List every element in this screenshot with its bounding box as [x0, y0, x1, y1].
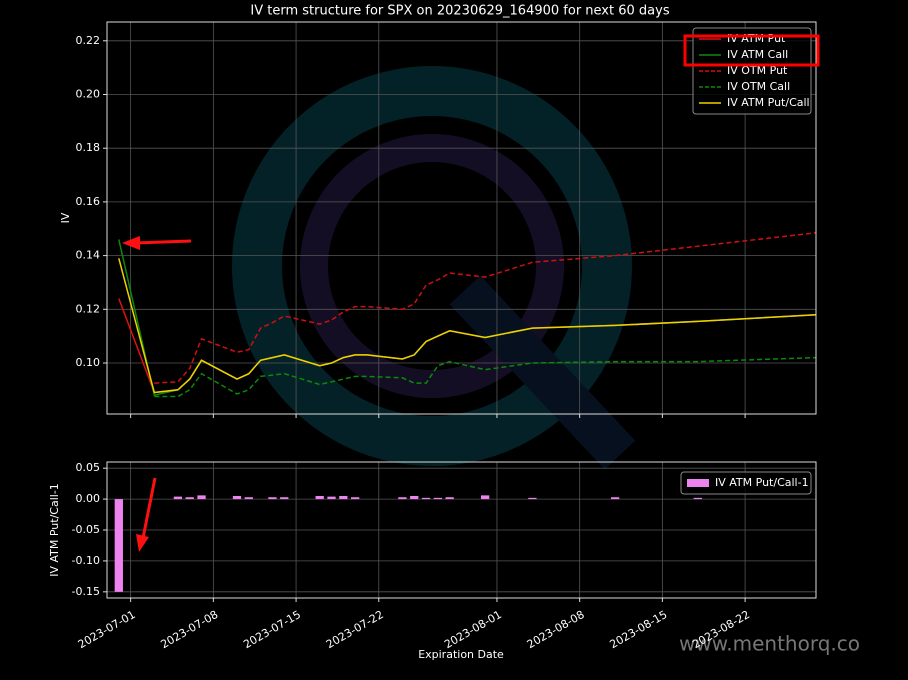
bar: [410, 496, 419, 500]
legend-label: IV ATM Put/Call-1: [715, 476, 809, 489]
bar: [268, 497, 277, 500]
bar: [351, 497, 360, 500]
y-tick-label: 0.18: [76, 141, 101, 154]
bar: [244, 497, 253, 500]
logo-tail: [449, 275, 636, 470]
legend-swatch: [687, 479, 709, 487]
y-axis-label: IV ATM Put/Call-1: [48, 483, 61, 577]
y-tick-label: 0.05: [76, 461, 101, 474]
watermark: www.menthorq.co: [679, 632, 860, 656]
y-tick-label: 0.22: [76, 34, 101, 47]
y-tick-label: -0.05: [72, 523, 100, 536]
bar: [280, 497, 289, 500]
y-tick-label: 0.14: [76, 249, 101, 262]
arrow-shaft: [141, 477, 157, 539]
bar: [114, 499, 123, 592]
y-tick-label: 0.00: [76, 492, 101, 505]
x-tick-label: 2023-08-08: [525, 608, 587, 651]
x-tick-label: 2023-08-01: [442, 608, 504, 651]
bar: [232, 496, 242, 500]
y-tick-label: -0.15: [72, 585, 100, 598]
bar: [315, 496, 324, 500]
bar: [327, 496, 336, 500]
arrows: [122, 236, 192, 552]
bar: [339, 496, 348, 500]
legend-box: [692, 27, 812, 115]
plot-frame: [106, 461, 817, 599]
legend-label: IV ATM Call: [727, 48, 788, 61]
bar: [433, 497, 443, 500]
bar: [693, 497, 702, 500]
bar: [445, 497, 454, 500]
bar: [610, 497, 620, 500]
arrow-head: [136, 534, 149, 552]
legend-label: IV OTM Put: [727, 64, 788, 77]
bar: [398, 497, 407, 500]
x-tick-label: 2023-07-15: [241, 608, 303, 651]
watermark-logo: [232, 66, 636, 470]
bar: [185, 497, 194, 500]
chart-title: IV term structure for SPX on 20230629_16…: [250, 4, 669, 19]
y-tick-label: 0.16: [76, 195, 101, 208]
y-axis-label: IV: [59, 212, 72, 223]
x-tick-label: 2023-07-22: [324, 608, 386, 651]
y-tick-label: -0.10: [72, 554, 100, 567]
y-tick-label: 0.12: [76, 302, 101, 315]
arrow-shaft: [134, 239, 192, 245]
highlight-box: [683, 34, 820, 67]
logo-ring: [232, 66, 632, 466]
bar: [528, 497, 537, 500]
bar: [480, 495, 490, 500]
series-line: [154, 232, 817, 384]
bar: [421, 497, 431, 500]
x-tick-label: 2023-07-08: [158, 608, 220, 651]
arrow-head: [122, 236, 140, 250]
x-axis-label: Expiration Date: [418, 648, 504, 661]
plot-frame: [106, 21, 817, 415]
legend-box: [680, 471, 812, 495]
series-line: [118, 258, 817, 394]
legend-label: IV ATM Put: [727, 32, 786, 45]
series-line: [154, 356, 817, 398]
x-tick-label: 2023-07-01: [76, 608, 138, 651]
legend-label: IV OTM Call: [727, 80, 790, 93]
bar: [197, 495, 206, 500]
legend-label: IV ATM Put/Call: [727, 96, 810, 109]
bar: [173, 496, 183, 500]
x-tick-label: 2023-08-15: [608, 608, 670, 651]
y-tick-label: 0.20: [76, 87, 101, 100]
y-tick-label: 0.10: [76, 356, 101, 369]
